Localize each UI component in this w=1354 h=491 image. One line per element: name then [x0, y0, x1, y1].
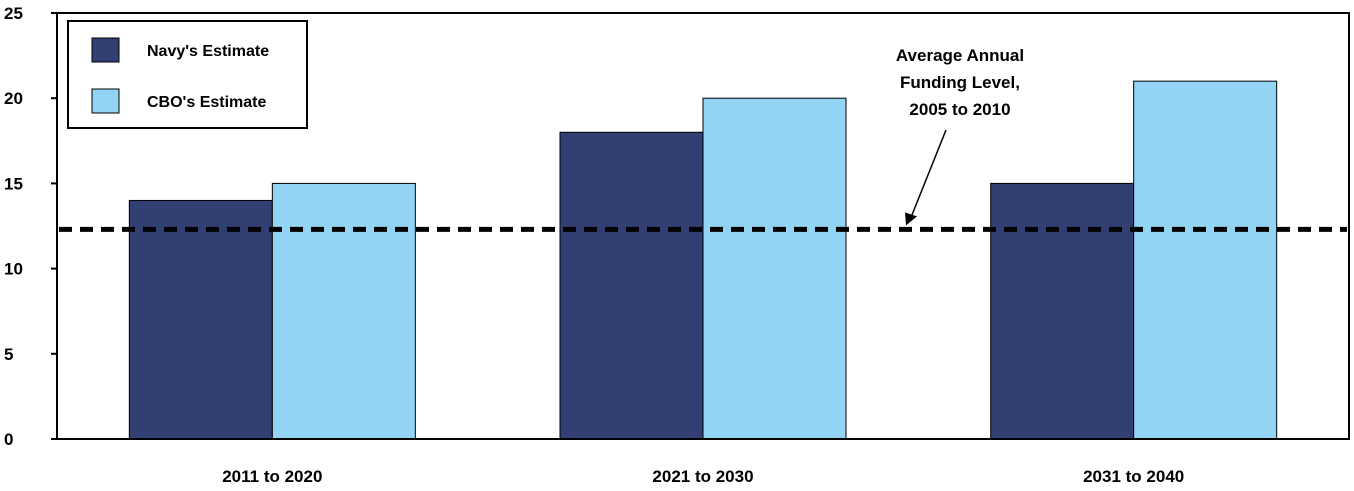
annotation-line: Funding Level,: [900, 73, 1020, 92]
x-category-label: 2021 to 2030: [652, 467, 753, 486]
y-tick-label: 10: [4, 260, 23, 279]
legend-swatch: [91, 37, 120, 63]
bar-navy-1: [559, 131, 704, 440]
bar-navy-2: [990, 182, 1135, 440]
x-category-label: 2011 to 2020: [222, 467, 322, 486]
bar-cbo-0: [271, 182, 416, 440]
x-axis-labels: 2011 to 2020 2021 to 2030 2031 to 2040: [222, 467, 1184, 486]
y-tick-label: 0: [4, 430, 13, 449]
x-category-label: 2031 to 2040: [1083, 467, 1184, 486]
annotation-line: Average Annual: [896, 46, 1024, 65]
plot-frame: [56, 12, 1350, 440]
reference-line-annotation: Average Annual Funding Level, 2005 to 2010: [896, 46, 1024, 226]
y-tick-label: 20: [4, 89, 23, 108]
annotation-arrow-shaft: [910, 129, 947, 218]
bar-cbo-2: [1133, 80, 1278, 440]
annotation-arrow-head: [905, 212, 917, 226]
annotation-line: 2005 to 2010: [909, 100, 1010, 119]
bar-navy-0: [128, 199, 273, 440]
y-axis-ticks: 0 5 10 15 20 25: [4, 4, 57, 449]
legend-label: Navy's Estimate: [147, 43, 269, 60]
legend: Navy's Estimate CBO's Estimate: [67, 20, 308, 129]
legend-label: CBO's Estimate: [147, 94, 267, 111]
y-tick-label: 15: [4, 174, 23, 193]
legend-swatch: [91, 88, 120, 114]
y-tick-label: 25: [4, 4, 23, 23]
y-tick-label: 5: [4, 345, 13, 364]
bar-cbo-1: [702, 97, 847, 440]
bars: [128, 80, 1278, 440]
